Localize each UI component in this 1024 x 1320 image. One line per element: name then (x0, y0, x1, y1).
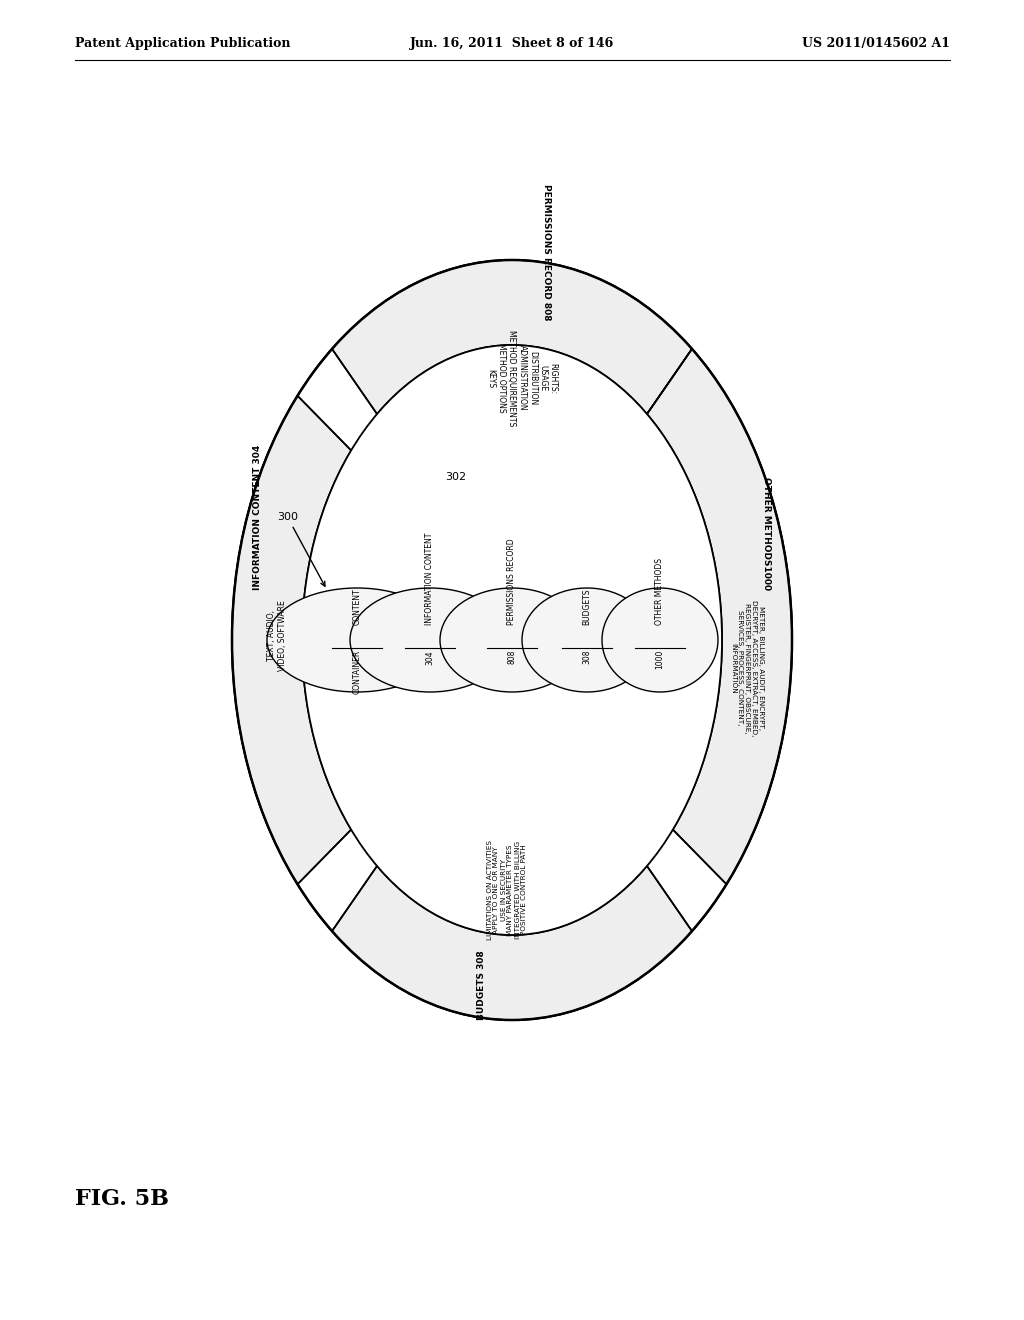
Text: LIMITATIONS ON ACTIVITIES
APPLY TO ONE OR MANY
USE IN SECURITY
MANY PARAMETER TY: LIMITATIONS ON ACTIVITIES APPLY TO ONE O… (486, 840, 527, 940)
Polygon shape (332, 866, 692, 1020)
Ellipse shape (267, 587, 447, 692)
Polygon shape (647, 348, 792, 884)
Text: 302: 302 (445, 473, 466, 482)
Ellipse shape (440, 587, 584, 692)
Text: METER, BILLING, AUDIT, ENCRYPT,
DECRYPT, ACCESS, EXTRACT, EMBED,
REGISTER, FINGE: METER, BILLING, AUDIT, ENCRYPT, DECRYPT,… (730, 601, 764, 737)
Text: 808: 808 (508, 649, 516, 664)
Text: 300: 300 (278, 512, 325, 586)
Text: Jun. 16, 2011  Sheet 8 of 146: Jun. 16, 2011 Sheet 8 of 146 (410, 37, 614, 50)
Text: TEXT, AUDIO,
VIDEO, SOFTWARE: TEXT, AUDIO, VIDEO, SOFTWARE (267, 601, 287, 671)
Text: 308: 308 (583, 649, 592, 664)
Polygon shape (332, 260, 692, 414)
Text: INFORMATION CONTENT 304: INFORMATION CONTENT 304 (253, 445, 261, 590)
Text: CONTAINER: CONTAINER (352, 649, 361, 694)
Ellipse shape (602, 587, 718, 692)
Polygon shape (232, 396, 351, 884)
Text: BUDGETS: BUDGETS (583, 589, 592, 624)
Text: PERMISSIONS RECORD: PERMISSIONS RECORD (508, 539, 516, 624)
Text: FIG. 5B: FIG. 5B (75, 1188, 169, 1210)
Ellipse shape (302, 345, 722, 935)
Text: OTHER METHODS: OTHER METHODS (655, 558, 665, 624)
Text: 304: 304 (426, 649, 434, 665)
Text: BUDGETS 308: BUDGETS 308 (477, 950, 486, 1020)
Text: CONTENT: CONTENT (352, 589, 361, 624)
Text: US 2011/0145602 A1: US 2011/0145602 A1 (802, 37, 950, 50)
Ellipse shape (350, 587, 510, 692)
Text: PERMISSIONS RECORD 808: PERMISSIONS RECORD 808 (543, 183, 552, 319)
Ellipse shape (522, 587, 652, 692)
Text: OTHER METHODS1000: OTHER METHODS1000 (763, 477, 771, 590)
Text: 1000: 1000 (655, 649, 665, 669)
Text: Patent Application Publication: Patent Application Publication (75, 37, 291, 50)
Text: INFORMATION CONTENT: INFORMATION CONTENT (426, 533, 434, 624)
Ellipse shape (232, 260, 792, 1020)
Text: RIGHTS:
USAGE
DISTRIBUTION
ADMINISTRATION
METHOD REQUIREMENTS
METHOD OPTIONS
KEY: RIGHTS: USAGE DISTRIBUTION ADMINISTRATIO… (486, 330, 558, 426)
